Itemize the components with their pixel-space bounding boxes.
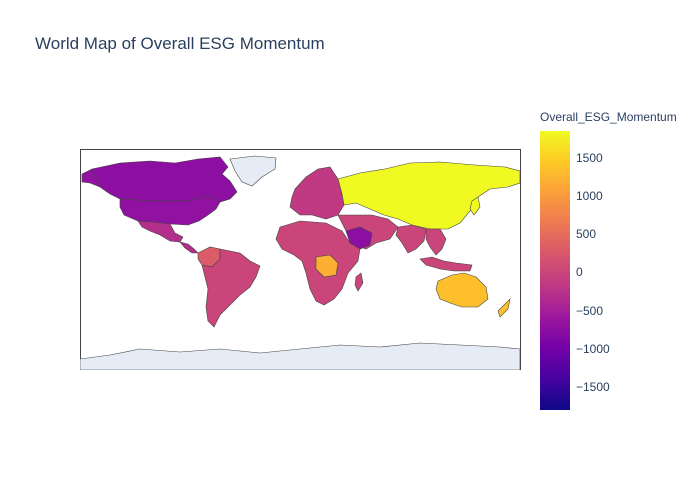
colorbar-tick-label: 1500 [576, 150, 603, 165]
colorbar-tick-label: −1000 [576, 341, 610, 356]
map-plot-area[interactable] [80, 149, 521, 370]
colorbar-title: Overall_ESG_Momentum [540, 110, 677, 124]
region-southeast-asia[interactable] [425, 228, 447, 256]
region-greenland[interactable] [229, 155, 277, 187]
region-australia[interactable] [435, 272, 489, 308]
region-alaska[interactable] [81, 168, 101, 188]
region-indonesia[interactable] [419, 256, 473, 272]
region-antarctica[interactable] [80, 342, 521, 370]
region-new-zealand[interactable] [497, 298, 511, 318]
region-south-asia[interactable] [395, 224, 427, 254]
region-europe[interactable] [289, 166, 345, 220]
region-south-america[interactable] [201, 248, 261, 328]
colorbar-gradient [540, 131, 570, 410]
region-canada[interactable] [89, 156, 238, 203]
region-madagascar[interactable] [354, 272, 364, 292]
region-dr-congo[interactable] [315, 254, 339, 278]
colorbar-tick-label: 500 [576, 227, 597, 242]
region-japan[interactable] [469, 196, 481, 216]
world-map[interactable] [80, 149, 521, 370]
chart-title: World Map of Overall ESG Momentum [35, 34, 325, 53]
colorbar-tick-label: −500 [576, 303, 604, 318]
colorbar-tick-label: 0 [576, 265, 583, 280]
colorbar-tick-label: −1500 [576, 380, 610, 395]
colorbar-tick-label: 1000 [576, 188, 603, 203]
colorbar[interactable] [540, 131, 570, 410]
region-usa[interactable] [119, 195, 221, 226]
